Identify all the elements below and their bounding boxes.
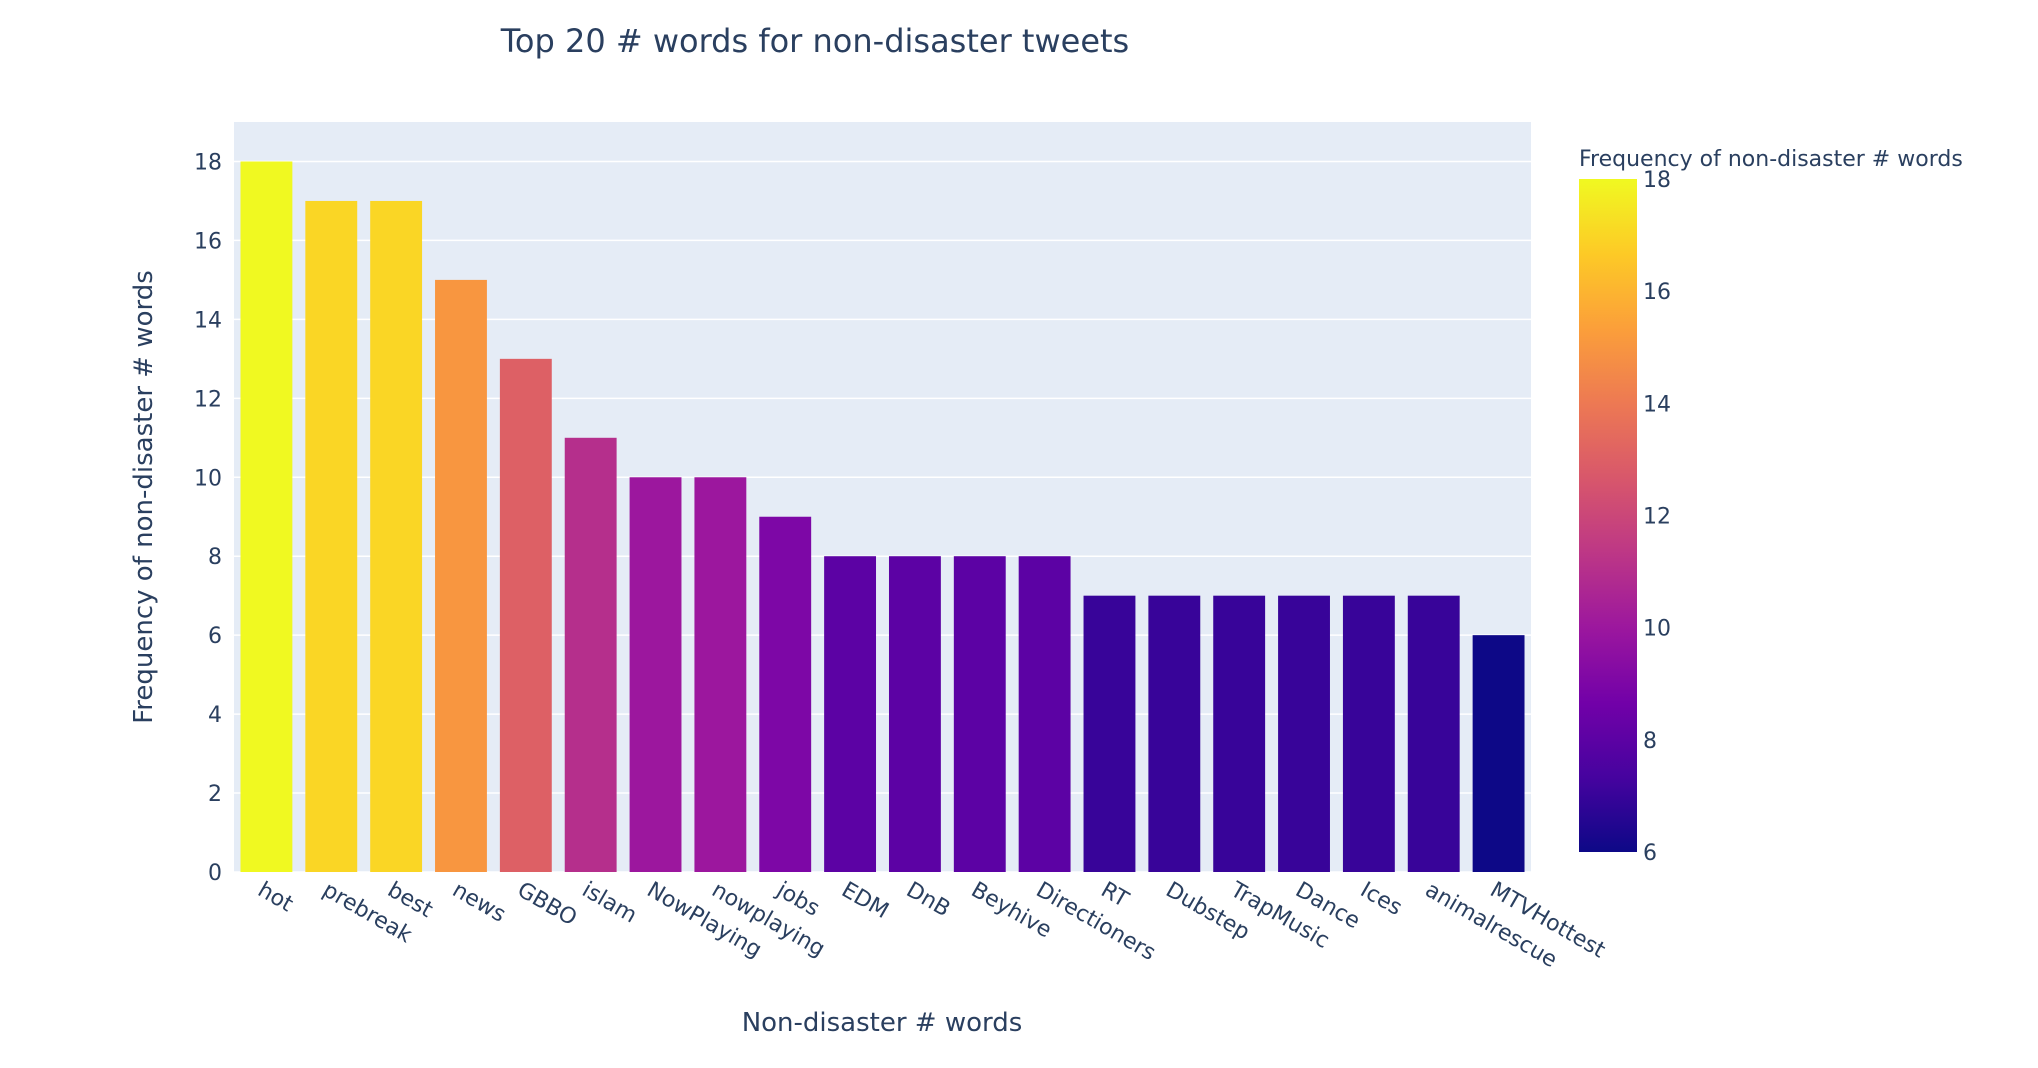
bar (305, 200, 358, 872)
colorbar-tick-label: 6 (1643, 841, 1657, 866)
y-tick-label: 0 (208, 861, 222, 886)
bar (1472, 635, 1525, 872)
y-tick-label: 4 (208, 703, 222, 728)
y-axis-title: Frequency of non-disaster # words (129, 270, 159, 724)
bar (564, 437, 617, 872)
x-axis-title: Non-disaster # words (742, 1008, 1023, 1038)
colorbar-tick-label: 16 (1643, 280, 1671, 305)
bar (629, 477, 682, 872)
y-tick-label: 14 (194, 308, 222, 333)
bar (1018, 556, 1071, 872)
colorbar-tick-label: 10 (1643, 617, 1671, 642)
bar (240, 161, 293, 872)
bar (1083, 595, 1136, 872)
y-tick-label: 2 (208, 782, 222, 807)
x-tick-label: DnB (902, 878, 954, 923)
bar (1407, 595, 1460, 872)
bar (824, 556, 877, 872)
x-tick-label: GBBO (513, 878, 581, 932)
y-tick-label: 18 (194, 150, 222, 175)
y-tick-labels: 0 2 4 6 8 10 12 14 16 18 (194, 150, 222, 886)
colorbar-tick-label: 18 (1643, 168, 1671, 193)
plot-area (234, 122, 1531, 872)
x-tick-label: RT (1096, 878, 1132, 913)
y-tick-label: 8 (208, 545, 222, 570)
bar (435, 279, 487, 872)
colorbar (1579, 179, 1637, 852)
x-tick-label: EDM (837, 878, 893, 925)
x-tick-label: islam (578, 878, 641, 929)
y-tick-label: 6 (208, 624, 222, 649)
bar (1148, 595, 1201, 872)
bars (240, 161, 1525, 872)
bar (1278, 595, 1330, 872)
colorbar-tick-label: 14 (1643, 392, 1671, 417)
bar (499, 358, 552, 872)
chart-title: Top 20 # words for non-disaster tweets (500, 22, 1129, 60)
bar (1213, 595, 1266, 872)
x-tick-label: news (448, 878, 510, 928)
bar (1342, 595, 1395, 872)
bar (370, 200, 423, 872)
y-tick-label: 12 (194, 387, 222, 412)
bar (888, 556, 941, 872)
colorbar-tick-label: 12 (1643, 505, 1671, 530)
bar (953, 556, 1006, 872)
colorbar-title: Frequency of non-disaster # words (1579, 147, 1963, 172)
colorbar-tick-labels: 6 8 10 12 14 16 18 (1643, 168, 1671, 866)
bar (694, 477, 747, 872)
bar (759, 516, 812, 872)
y-tick-label: 10 (194, 466, 222, 491)
y-tick-label: 16 (194, 229, 222, 254)
x-tick-label: hot (253, 878, 297, 918)
colorbar-tick-label: 8 (1643, 729, 1657, 754)
x-tick-label: Ices (1356, 878, 1406, 921)
